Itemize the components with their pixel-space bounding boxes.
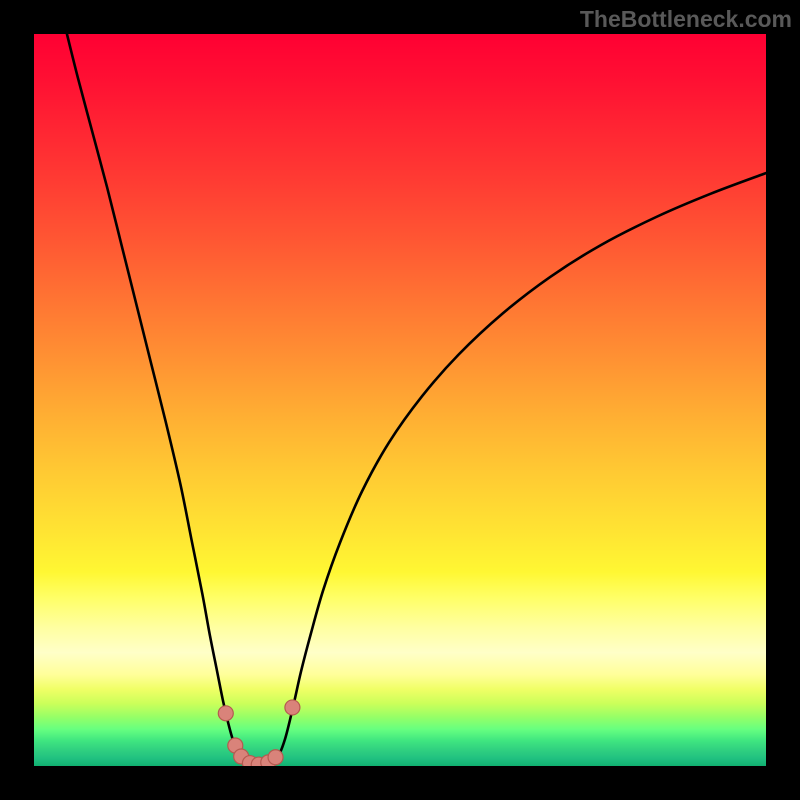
plot-area — [34, 34, 766, 766]
bottleneck-curve-chart — [34, 34, 766, 766]
chart-frame: TheBottleneck.com — [0, 0, 800, 800]
watermark-text: TheBottleneck.com — [580, 6, 792, 33]
